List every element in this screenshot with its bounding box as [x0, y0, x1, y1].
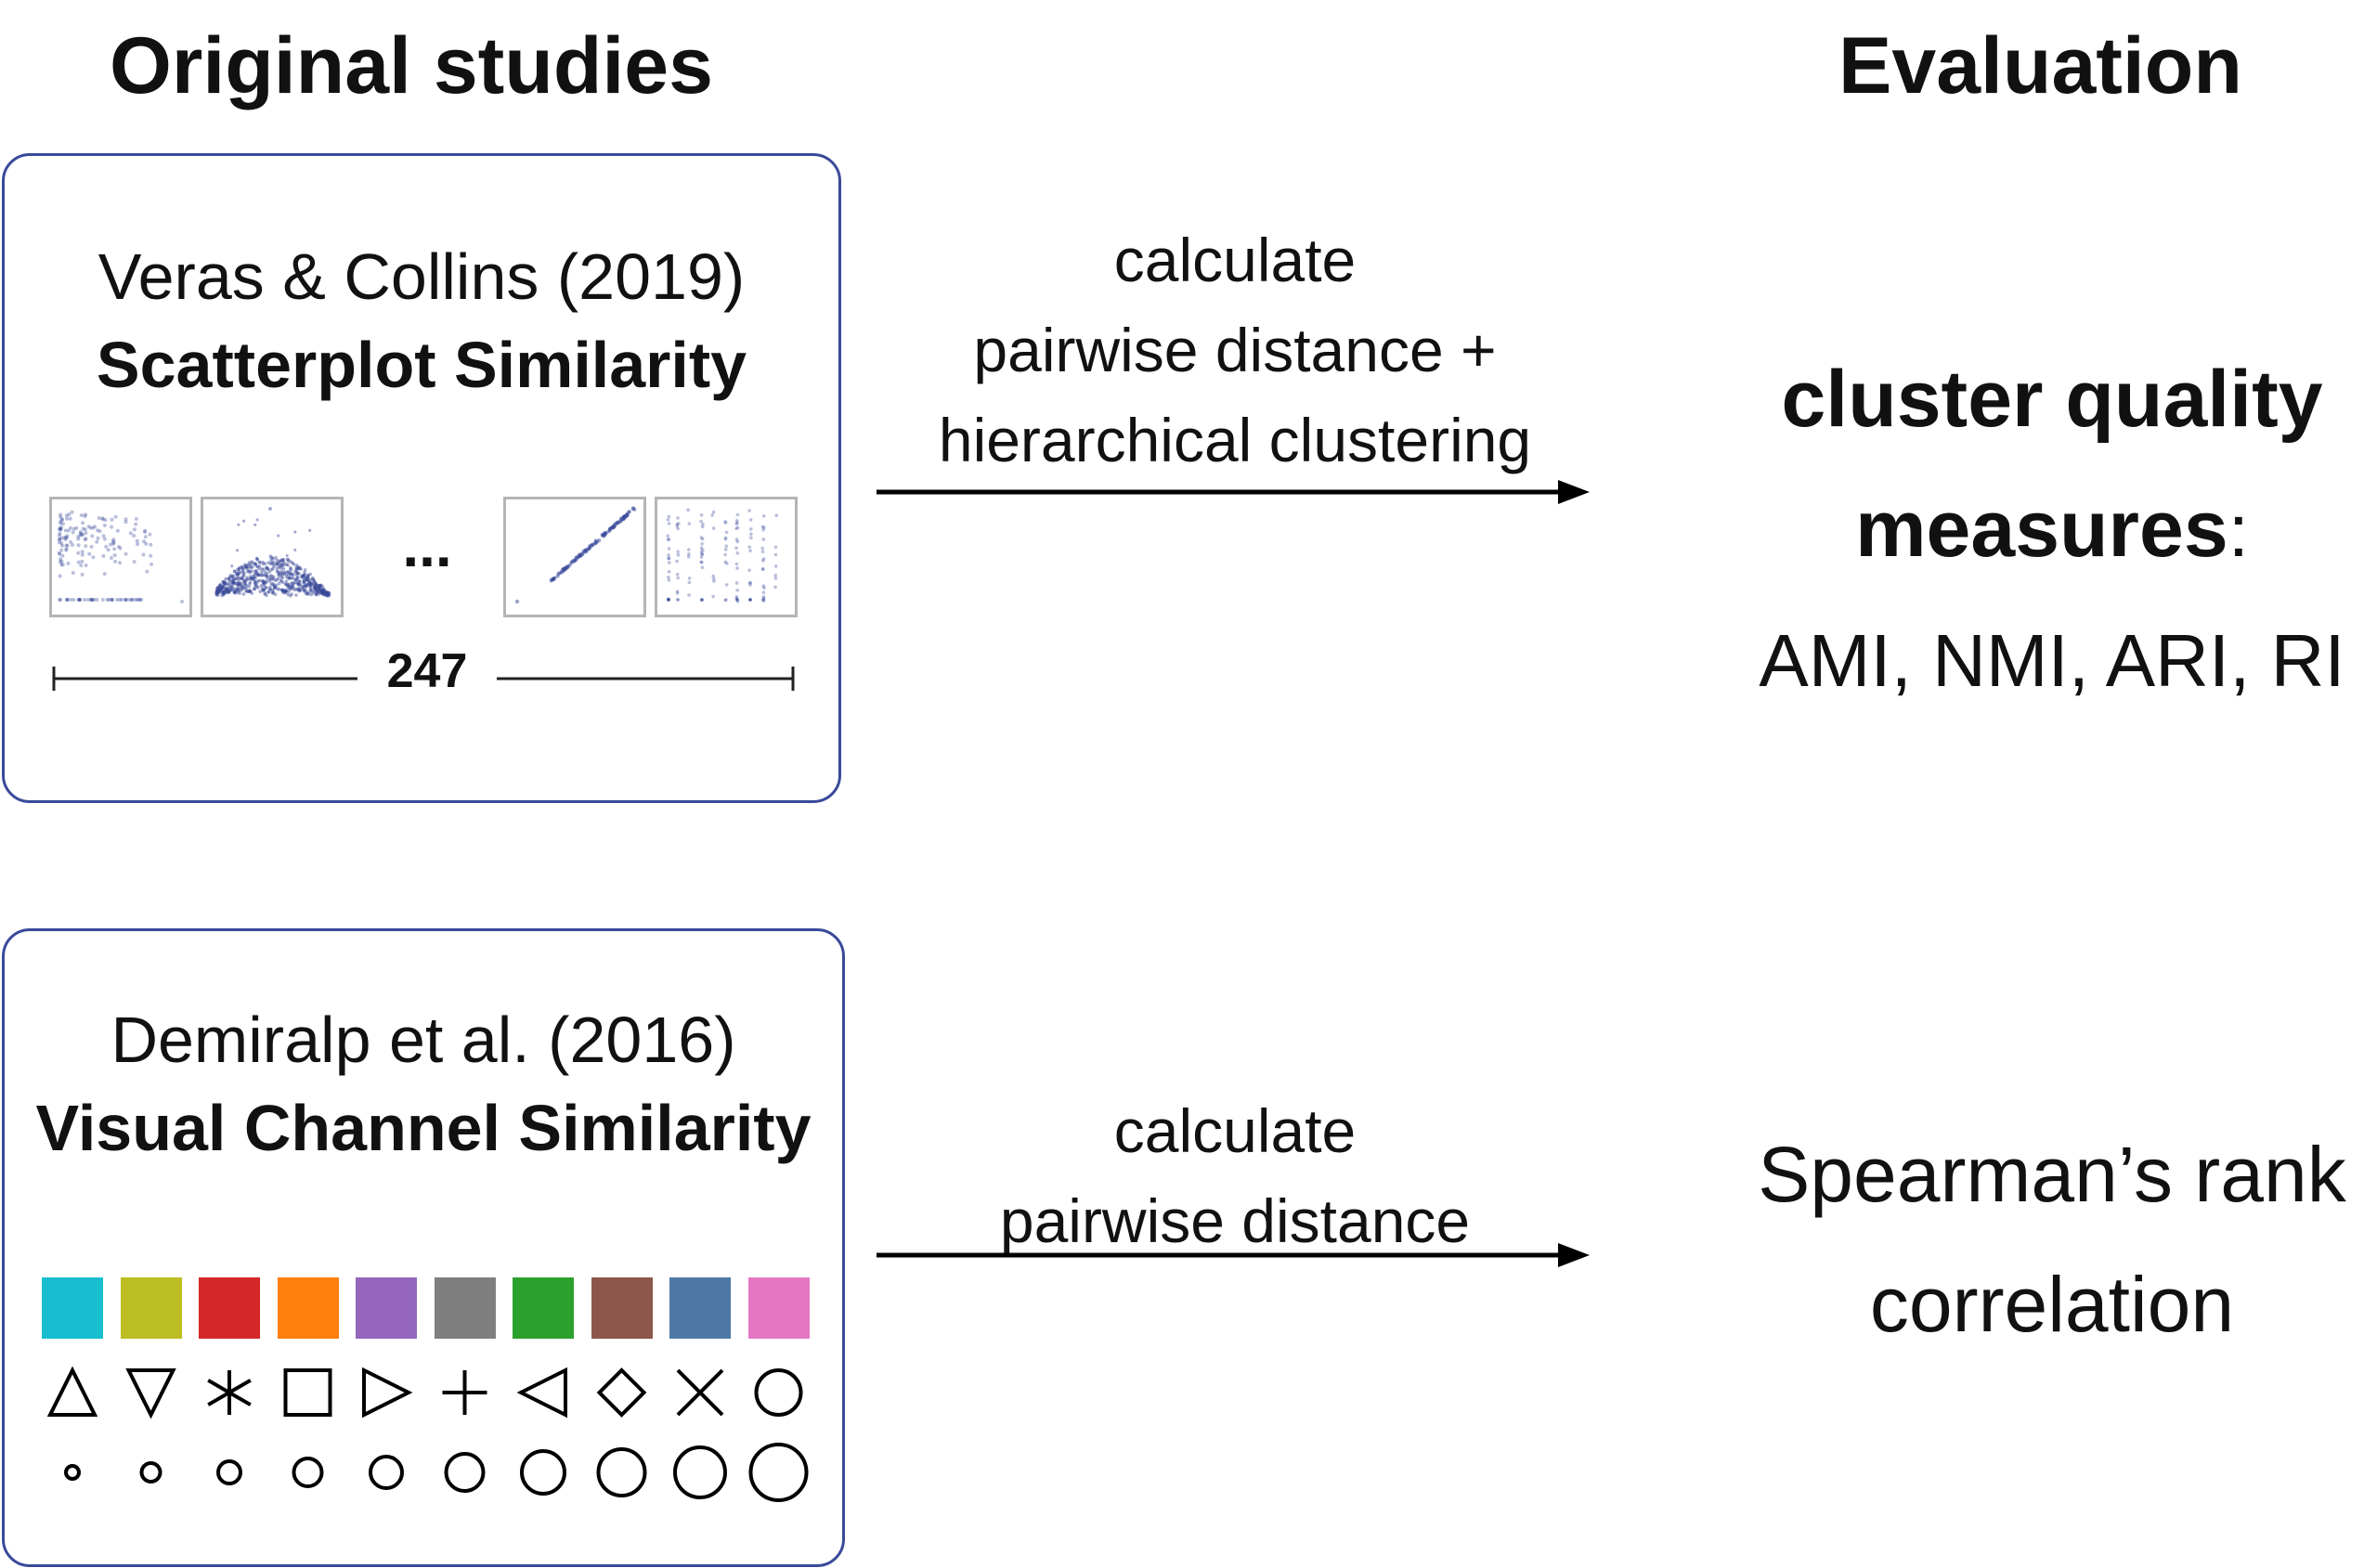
eval1-colon: :	[2228, 489, 2249, 572]
triangle-up-icon	[46, 1366, 98, 1417]
circle-icon	[754, 1368, 803, 1417]
eval1-metrics: AMI, NMI, ARI, RI	[1759, 619, 2345, 702]
color-swatch	[277, 1277, 339, 1339]
circle-size-5-icon	[369, 1455, 404, 1490]
scatterplot-count: 247	[357, 643, 497, 699]
circle-size-2-icon	[139, 1461, 162, 1484]
cross-icon	[676, 1368, 724, 1417]
arrow1-label-line-3: hierarchical clustering	[938, 406, 1532, 474]
arrow1-label-line-2: pairwise distance +	[973, 316, 1497, 384]
arrow2-label-line-1: calculate	[1113, 1096, 1357, 1165]
circle-size-6-icon	[444, 1452, 486, 1493]
scatter-thumbnail-3	[503, 497, 646, 617]
scatter-thumbnail-2-plot	[214, 507, 331, 598]
color-swatch	[120, 1277, 182, 1339]
color-swatch	[199, 1277, 260, 1339]
triangle-down-icon	[125, 1368, 176, 1419]
circle-size-7-icon	[520, 1449, 566, 1496]
arrow2-label: calculate pairwise distance	[864, 1086, 1606, 1266]
eval1-measures: measures	[1855, 485, 2228, 574]
scatter-thumbnail-1	[49, 497, 192, 617]
study1-title: Scatterplot Similarity	[96, 329, 747, 401]
evaluation-cluster-quality: cluster quality measures: AMI, NMI, ARI,…	[1699, 334, 2377, 726]
circle-size-10-icon	[748, 1443, 809, 1502]
color-swatch	[356, 1277, 417, 1339]
shape-size-rows	[46, 1366, 809, 1502]
triangle-left-icon	[516, 1367, 567, 1419]
color-swatch	[513, 1277, 574, 1339]
arrow2-label-line-2: pairwise distance	[999, 1186, 1471, 1255]
eval2-line1: Spearman’s rank	[1758, 1131, 2346, 1218]
circle-size-1-icon	[64, 1464, 81, 1481]
eval2-line2: correlation	[1869, 1261, 2235, 1348]
header-evaluation: Evaluation	[1838, 21, 2242, 110]
square-icon	[283, 1368, 332, 1417]
plus-icon	[442, 1370, 487, 1415]
scatter-thumbnail-4	[655, 497, 798, 617]
eval1-line1: cluster quality	[1781, 355, 2323, 444]
arrow1-label: calculate pairwise distance + hierarchic…	[864, 215, 1606, 486]
scatter-thumbnail-1-plot	[58, 510, 184, 603]
arrow1-label-line-1: calculate	[1113, 226, 1357, 294]
circle-size-4-icon	[292, 1457, 324, 1488]
study-box-visual-channel: Demiralp et al. (2016) Visual Channel Si…	[2, 928, 845, 1567]
scatter-thumbnail-4-plot	[666, 508, 778, 603]
triangle-right-icon	[362, 1367, 413, 1419]
color-swatch	[42, 1277, 103, 1339]
diamond-icon	[596, 1367, 647, 1418]
asterisk-icon	[207, 1370, 252, 1415]
count-range-line	[52, 667, 795, 691]
circle-size-9-icon	[673, 1445, 727, 1499]
arrow1-arrow	[877, 480, 1590, 504]
color-swatch	[747, 1277, 810, 1339]
study2-title: Visual Channel Similarity	[35, 1092, 812, 1164]
scatter-thumbnail-3-plot	[514, 506, 637, 604]
header-original-studies: Original studies	[110, 21, 713, 110]
study-box-scatterplot: Veras & Collins (2019) Scatterplot Simil…	[2, 153, 841, 803]
color-swatch	[669, 1277, 731, 1339]
color-swatch	[434, 1277, 496, 1339]
study2-citation: Demiralp et al. (2016)	[110, 1004, 736, 1076]
circle-size-3-icon	[216, 1459, 242, 1485]
study1-citation: Veras & Collins (2019)	[97, 240, 746, 313]
scatter-thumbnail-2	[201, 497, 344, 617]
evaluation-spearman: Spearman’s rank correlation	[1699, 1109, 2377, 1369]
color-swatch	[591, 1277, 653, 1339]
arrow2-arrow	[877, 1243, 1590, 1267]
circle-size-8-icon	[596, 1447, 647, 1497]
